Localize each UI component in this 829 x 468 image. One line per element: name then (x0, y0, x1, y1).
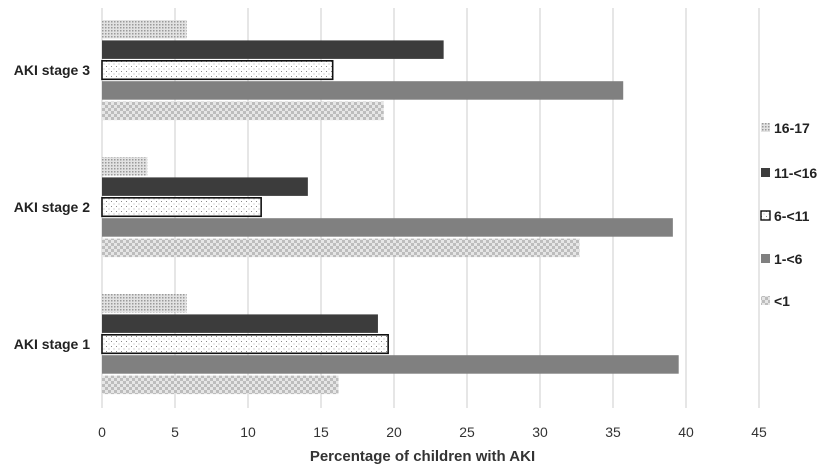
x-tick-35: 35 (605, 424, 621, 440)
legend-label-lt1: <1 (774, 293, 790, 309)
x-tick-10: 10 (240, 424, 256, 440)
bar-aki-stage-3-1-lt6 (102, 81, 624, 100)
category-label-aki-stage-2: AKI stage 2 (14, 199, 90, 215)
bar-aki-stage-3-6-lt11 (101, 59, 334, 81)
x-tick-labels: 0 5 10 15 20 25 30 35 40 45 (98, 424, 767, 440)
x-axis-title: Percentage of children with AKI (310, 448, 535, 465)
legend-label-1-lt6: 1-<6 (774, 251, 803, 267)
category-label-aki-stage-1: AKI stage 1 (14, 336, 90, 352)
legend-label-6-lt11: 6-<11 (774, 208, 810, 224)
legend-swatch-11-lt16 (761, 168, 770, 177)
bar-aki-stage-2-lt1 (102, 238, 580, 258)
bars (101, 20, 679, 395)
bar-aki-stage-3-16-17 (102, 20, 187, 39)
x-tick-5: 5 (171, 424, 179, 440)
legend-swatch-lt1 (761, 296, 770, 305)
x-tick-30: 30 (532, 424, 548, 440)
x-tick-15: 15 (313, 424, 329, 440)
bar-aki-stage-3-11-lt16 (102, 40, 444, 59)
legend-label-16-17: 16-17 (774, 120, 810, 136)
x-tick-40: 40 (678, 424, 694, 440)
legend-swatch-6-lt11 (760, 210, 771, 221)
bar-aki-stage-1-16-17 (102, 294, 187, 313)
x-tick-20: 20 (386, 424, 402, 440)
bar-aki-stage-1-1-lt6 (102, 355, 679, 374)
bar-aki-stage-1-11-lt16 (102, 314, 378, 333)
bar-aki-stage-2-11-lt16 (102, 177, 308, 196)
legend: 16-17 11-<16 6-<11 1-<6 <1 (760, 120, 817, 309)
x-tick-25: 25 (459, 424, 475, 440)
x-tick-45: 45 (751, 424, 767, 440)
x-tick-0: 0 (98, 424, 106, 440)
bar-aki-stage-2-6-lt11 (101, 197, 262, 218)
legend-swatch-1-lt6 (761, 254, 770, 263)
category-label-aki-stage-3: AKI stage 3 (14, 62, 90, 78)
bar-aki-stage-1-lt1 (102, 375, 339, 395)
bar-aki-stage-2-1-lt6 (102, 218, 673, 237)
category-labels: AKI stage 3 AKI stage 2 AKI stage 1 (14, 62, 90, 352)
bar-aki-stage-3-lt1 (102, 101, 384, 121)
legend-swatch-16-17 (761, 123, 770, 132)
legend-label-11-lt16: 11-<16 (774, 165, 817, 181)
bar-aki-stage-1-6-lt11 (101, 333, 389, 355)
bar-aki-stage-2-16-17 (102, 157, 148, 176)
